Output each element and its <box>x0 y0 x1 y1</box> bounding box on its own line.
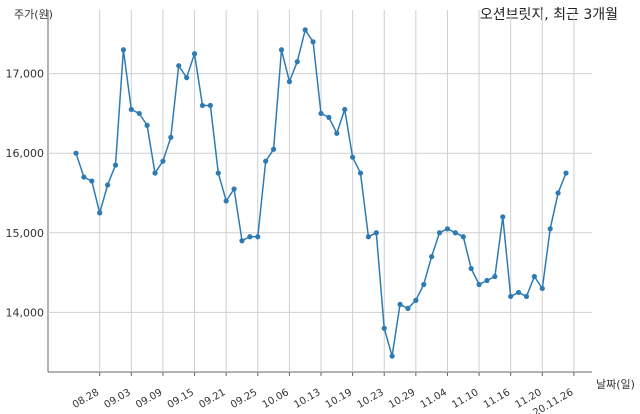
data-point <box>460 234 466 240</box>
data-point <box>97 210 103 216</box>
data-point <box>112 162 119 168</box>
data-point <box>81 174 87 180</box>
x-tick-label: 09.25 <box>229 387 259 411</box>
data-point <box>452 230 458 236</box>
data-point <box>436 230 443 236</box>
y-tick-label: 17,000 <box>6 68 45 81</box>
data-point <box>120 47 127 53</box>
data-point <box>310 39 316 45</box>
x-tick-label: 09.09 <box>134 387 164 411</box>
data-point <box>468 265 474 272</box>
data-point <box>405 305 411 311</box>
data-point <box>255 234 261 240</box>
data-point <box>373 230 379 236</box>
data-point <box>429 254 435 260</box>
data-point <box>215 170 221 176</box>
data-point <box>89 178 95 184</box>
data-point <box>286 79 292 85</box>
data-point <box>563 170 569 176</box>
data-point <box>278 47 285 53</box>
x-tick-label: 10.19 <box>324 387 354 411</box>
y-tick-label: 16,000 <box>6 147 45 160</box>
y-axis-label: 주가(원) <box>14 8 53 21</box>
data-point <box>73 150 79 156</box>
x-tick-label: 11.04 <box>419 387 449 411</box>
data-point <box>515 289 522 296</box>
data-point <box>381 325 387 331</box>
data-point <box>168 134 174 140</box>
data-point <box>160 158 166 164</box>
data-point <box>397 301 403 307</box>
data-point <box>207 102 213 109</box>
x-tick-label: 11.16 <box>482 387 512 411</box>
data-point <box>231 186 237 192</box>
x-tick-label: 09.15 <box>166 387 196 411</box>
x-tick-label: 10.29 <box>387 387 417 411</box>
data-point <box>105 182 111 188</box>
data-point <box>263 158 269 164</box>
data-point <box>136 110 142 117</box>
data-point <box>531 273 537 280</box>
x-tick-label: 08.28 <box>71 387 101 411</box>
x-tick-label: 11.10 <box>450 387 480 411</box>
data-point <box>357 170 364 176</box>
data-point <box>294 59 300 65</box>
data-point <box>350 154 356 160</box>
data-point <box>302 27 308 33</box>
data-point <box>539 285 545 292</box>
data-point <box>334 130 340 136</box>
data-point <box>144 122 150 128</box>
data-point <box>223 198 229 204</box>
data-point <box>199 102 206 109</box>
data-point <box>326 114 332 121</box>
x-tick-label: 10.06 <box>261 387 291 411</box>
x-tick-label: 09.03 <box>103 387 133 411</box>
data-point <box>239 238 245 244</box>
data-point <box>184 75 190 81</box>
data-point <box>128 106 134 113</box>
data-point <box>508 293 514 300</box>
data-point <box>413 297 419 303</box>
data-point <box>152 170 158 176</box>
data-point <box>365 234 372 240</box>
x-tick-label: 09.21 <box>197 387 227 411</box>
data-point <box>176 63 182 69</box>
data-point <box>555 190 561 196</box>
x-tick-label: 10.23 <box>355 387 385 411</box>
data-point <box>318 110 324 117</box>
data-point <box>342 106 348 113</box>
y-tick-label: 15,000 <box>6 227 45 240</box>
data-point <box>476 281 482 288</box>
data-point <box>389 353 395 359</box>
data-point <box>500 214 506 220</box>
x-tick-label: 10.13 <box>292 387 322 411</box>
data-point <box>191 51 198 57</box>
data-point <box>270 146 277 152</box>
data-point <box>547 226 553 232</box>
chart-title: 오션브릿지, 최근 3개월 <box>479 7 618 23</box>
data-point <box>421 281 427 288</box>
data-point <box>492 273 498 280</box>
data-point <box>444 226 451 232</box>
y-tick-label: 14,000 <box>6 306 45 319</box>
x-axis-label: 날짜(일) <box>596 378 635 391</box>
data-point <box>484 277 490 284</box>
data-point <box>247 234 253 240</box>
data-point <box>523 293 530 300</box>
